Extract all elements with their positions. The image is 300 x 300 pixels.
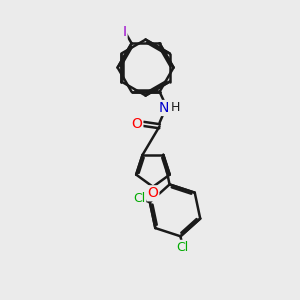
Text: O: O (131, 117, 142, 131)
Text: I: I (122, 25, 127, 39)
Text: Cl: Cl (177, 241, 189, 254)
Text: O: O (148, 186, 158, 200)
Text: Cl: Cl (133, 192, 145, 205)
Text: N: N (159, 101, 169, 115)
Text: H: H (170, 101, 180, 115)
